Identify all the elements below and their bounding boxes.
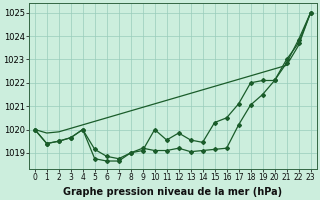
X-axis label: Graphe pression niveau de la mer (hPa): Graphe pression niveau de la mer (hPa) [63,187,282,197]
